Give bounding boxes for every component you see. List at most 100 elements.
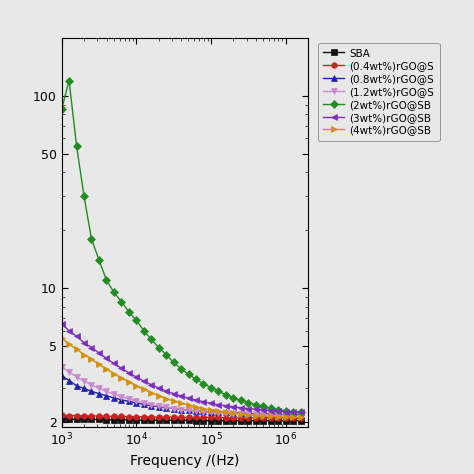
- (1.2wt%)rGO@S: [193, 408, 199, 414]
- (4wt%)rGO@SB: [298, 415, 303, 420]
- (4wt%)rGO@SB: [104, 366, 109, 372]
- (2wt%)rGO@SB: [141, 328, 146, 334]
- (3wt%)rGO@SB: [111, 361, 117, 366]
- (4wt%)rGO@SB: [96, 362, 102, 367]
- (3wt%)rGO@SB: [104, 356, 109, 361]
- (3wt%)rGO@SB: [118, 365, 124, 371]
- (4wt%)rGO@SB: [89, 356, 94, 362]
- (0.8wt%)rGO@S: [216, 409, 221, 415]
- (0.4wt%)rGO@S: [260, 415, 266, 421]
- (0.4wt%)rGO@S: [141, 414, 146, 419]
- (3wt%)rGO@SB: [81, 340, 87, 346]
- (1.2wt%)rGO@S: [66, 369, 72, 375]
- (0.4wt%)rGO@S: [148, 414, 154, 420]
- (0.8wt%)rGO@S: [126, 399, 132, 404]
- (0.4wt%)rGO@S: [164, 414, 169, 420]
- Line: (3wt%)rGO@SB: (3wt%)rGO@SB: [59, 321, 303, 415]
- (0.8wt%)rGO@S: [290, 411, 296, 417]
- Line: SBA: SBA: [59, 416, 303, 423]
- SBA: [81, 417, 87, 422]
- SBA: [283, 418, 289, 423]
- (0.8wt%)rGO@S: [223, 410, 229, 415]
- (0.4wt%)rGO@S: [201, 415, 206, 420]
- (4wt%)rGO@SB: [230, 410, 236, 416]
- (3wt%)rGO@SB: [141, 378, 146, 384]
- SBA: [89, 417, 94, 422]
- (3wt%)rGO@SB: [171, 391, 176, 396]
- (2wt%)rGO@SB: [81, 193, 87, 199]
- (4wt%)rGO@SB: [290, 414, 296, 420]
- (4wt%)rGO@SB: [171, 398, 176, 404]
- (1.2wt%)rGO@S: [126, 396, 132, 401]
- (3wt%)rGO@SB: [164, 388, 169, 394]
- (2wt%)rGO@SB: [223, 392, 229, 398]
- (1.2wt%)rGO@S: [104, 389, 109, 394]
- (2wt%)rGO@SB: [275, 407, 281, 412]
- (3wt%)rGO@SB: [268, 408, 273, 413]
- (4wt%)rGO@SB: [268, 413, 273, 419]
- Legend: SBA, (0.4wt%)rGO@S, (0.8wt%)rGO@S, (1.2wt%)rGO@S, (2wt%)rGO@SB, (3wt%)rGO@SB, (4: SBA, (0.4wt%)rGO@S, (0.8wt%)rGO@S, (1.2w…: [318, 43, 439, 141]
- SBA: [193, 418, 199, 423]
- (0.8wt%)rGO@S: [89, 389, 94, 394]
- (2wt%)rGO@SB: [134, 317, 139, 323]
- SBA: [74, 417, 80, 422]
- (0.8wt%)rGO@S: [260, 411, 266, 417]
- (4wt%)rGO@SB: [126, 379, 132, 385]
- (1.2wt%)rGO@S: [74, 374, 80, 380]
- SBA: [148, 418, 154, 423]
- (4wt%)rGO@SB: [201, 406, 206, 411]
- (4wt%)rGO@SB: [208, 407, 214, 413]
- (0.4wt%)rGO@S: [268, 415, 273, 421]
- (4wt%)rGO@SB: [275, 414, 281, 419]
- (0.8wt%)rGO@S: [208, 409, 214, 415]
- (3wt%)rGO@SB: [253, 406, 259, 412]
- (1.2wt%)rGO@S: [59, 364, 64, 369]
- (1.2wt%)rGO@S: [223, 410, 229, 416]
- (2wt%)rGO@SB: [104, 277, 109, 283]
- (0.4wt%)rGO@S: [156, 414, 162, 420]
- (0.8wt%)rGO@S: [283, 411, 289, 417]
- (0.8wt%)rGO@S: [186, 408, 191, 413]
- (3wt%)rGO@SB: [59, 321, 64, 327]
- SBA: [238, 418, 244, 423]
- (0.8wt%)rGO@S: [230, 410, 236, 416]
- (3wt%)rGO@SB: [134, 374, 139, 380]
- (0.8wt%)rGO@S: [164, 405, 169, 410]
- (4wt%)rGO@SB: [148, 390, 154, 396]
- (2wt%)rGO@SB: [156, 345, 162, 350]
- (4wt%)rGO@SB: [186, 402, 191, 408]
- (4wt%)rGO@SB: [59, 335, 64, 341]
- (2wt%)rGO@SB: [118, 299, 124, 304]
- (0.4wt%)rGO@S: [216, 415, 221, 420]
- (0.8wt%)rGO@S: [246, 411, 251, 417]
- (0.8wt%)rGO@S: [275, 411, 281, 417]
- (0.4wt%)rGO@S: [290, 415, 296, 421]
- Line: (0.4wt%)rGO@S: (0.4wt%)rGO@S: [59, 412, 303, 421]
- (0.4wt%)rGO@S: [59, 412, 64, 418]
- SBA: [171, 418, 176, 423]
- SBA: [246, 418, 251, 423]
- (3wt%)rGO@SB: [246, 406, 251, 411]
- (0.8wt%)rGO@S: [81, 386, 87, 392]
- SBA: [118, 417, 124, 423]
- SBA: [164, 418, 169, 423]
- (4wt%)rGO@SB: [81, 352, 87, 357]
- (2wt%)rGO@SB: [260, 403, 266, 409]
- (1.2wt%)rGO@S: [298, 413, 303, 419]
- SBA: [275, 418, 281, 423]
- (0.8wt%)rGO@S: [104, 393, 109, 399]
- (0.4wt%)rGO@S: [134, 414, 139, 419]
- (1.2wt%)rGO@S: [201, 409, 206, 415]
- (0.8wt%)rGO@S: [74, 383, 80, 389]
- (0.8wt%)rGO@S: [298, 412, 303, 418]
- (0.4wt%)rGO@S: [66, 413, 72, 419]
- SBA: [156, 418, 162, 423]
- (3wt%)rGO@SB: [260, 407, 266, 413]
- (2wt%)rGO@SB: [111, 290, 117, 295]
- (4wt%)rGO@SB: [118, 375, 124, 381]
- (2wt%)rGO@SB: [164, 352, 169, 357]
- (0.4wt%)rGO@S: [230, 415, 236, 421]
- (4wt%)rGO@SB: [193, 404, 199, 410]
- (0.4wt%)rGO@S: [111, 413, 117, 419]
- (2wt%)rGO@SB: [298, 410, 303, 415]
